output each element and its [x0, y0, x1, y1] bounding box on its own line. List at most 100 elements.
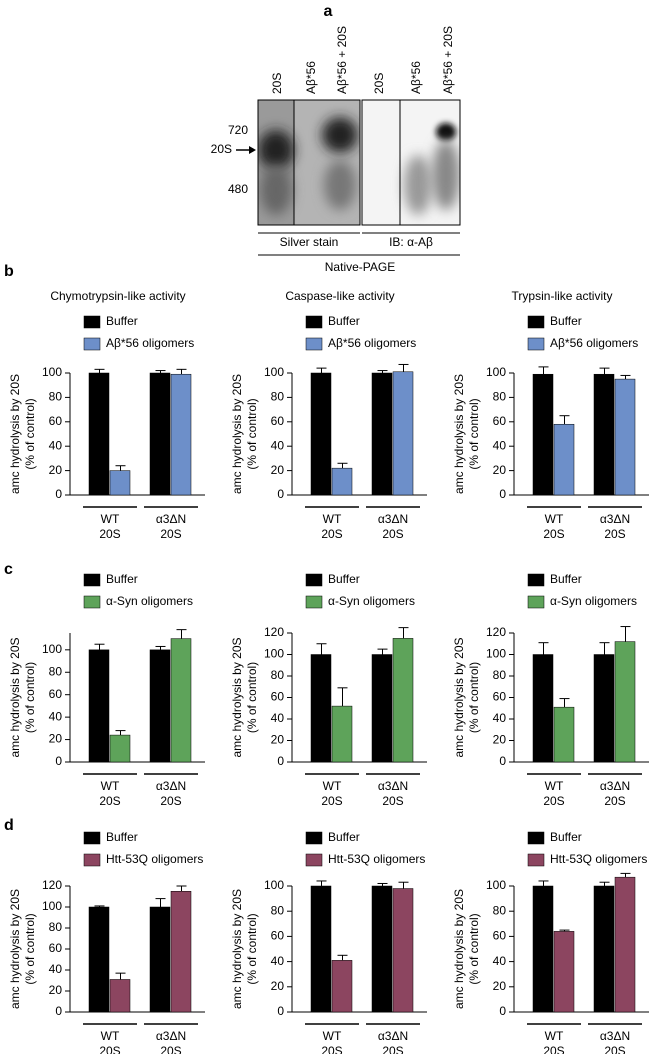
bar	[371, 885, 393, 1013]
legend-label: Buffer	[550, 572, 582, 586]
bar	[553, 931, 575, 1013]
legend-swatch	[305, 595, 323, 609]
y-tick-label: 0	[277, 1004, 284, 1018]
x-tick-label: WT	[101, 1029, 120, 1043]
bar	[109, 979, 131, 1013]
x-tick-label: WT	[545, 1029, 564, 1043]
bar	[109, 470, 131, 496]
y-tick-label: 120	[42, 878, 62, 892]
bar	[331, 467, 353, 496]
y-tick-label: 0	[55, 487, 62, 501]
x-tick-label: 20S	[99, 527, 120, 541]
y-tick-label: 100	[42, 899, 62, 913]
bar	[532, 654, 554, 763]
chart-title: Trypsin-like activity	[512, 289, 613, 303]
x-tick-label: 20S	[382, 1044, 403, 1054]
y-tick-label: 0	[277, 487, 284, 501]
legend-label: Buffer	[106, 314, 138, 328]
y-axis-label: (% of control)	[467, 662, 481, 733]
y-tick-label: 60	[271, 414, 285, 428]
x-tick-label: 20S	[543, 1044, 564, 1054]
bar	[392, 638, 414, 763]
gel-border	[361, 99, 461, 226]
y-tick-label: 40	[493, 954, 507, 968]
bar	[331, 960, 353, 1013]
x-tick-label: 20S	[321, 527, 342, 541]
y-axis-label: amc hydrolysis by 20S	[230, 889, 244, 1009]
y-tick-label: 120	[486, 625, 506, 639]
legend-label: Htt-53Q oligomers	[328, 852, 425, 866]
legend-swatch	[83, 315, 101, 329]
y-tick-label: 40	[49, 962, 63, 976]
bar	[88, 649, 110, 763]
y-tick-label: 40	[271, 711, 285, 725]
y-tick-label: 80	[493, 390, 507, 404]
y-tick-label: 20	[493, 733, 507, 747]
y-axis-label: amc hydrolysis by 20S	[8, 889, 22, 1009]
y-tick-label: 80	[49, 664, 63, 678]
bar	[149, 372, 171, 496]
legend-label: Buffer	[328, 572, 360, 586]
legend-swatch	[83, 831, 101, 845]
y-tick-label: 20	[49, 983, 63, 997]
x-tick-label: α3ΔN	[600, 512, 630, 526]
legend-label: Aβ*56 oligomers	[328, 336, 416, 350]
bar	[614, 378, 636, 496]
legend-swatch	[527, 315, 545, 329]
y-tick-label: 40	[493, 438, 507, 452]
y-tick-label: 80	[493, 668, 507, 682]
x-tick-label: WT	[101, 779, 120, 793]
legend-label: Aβ*56 oligomers	[550, 336, 638, 350]
y-tick-label: 40	[271, 438, 285, 452]
y-axis-label: (% of control)	[23, 398, 37, 469]
bar	[170, 373, 192, 496]
y-tick-label: 20	[271, 463, 285, 477]
x-tick-label: WT	[323, 512, 342, 526]
y-axis-label: amc hydrolysis by 20S	[230, 374, 244, 494]
chart-title: Caspase-like activity	[285, 289, 394, 303]
y-tick-label: 0	[55, 754, 62, 768]
y-axis-label: (% of control)	[467, 398, 481, 469]
x-tick-label: WT	[545, 779, 564, 793]
marker: 720	[228, 123, 248, 137]
x-tick-label: 20S	[604, 1044, 625, 1054]
bar	[310, 885, 332, 1013]
y-tick-label: 80	[271, 668, 285, 682]
bar	[593, 654, 615, 763]
x-tick-label: WT	[545, 512, 564, 526]
y-tick-label: 100	[264, 647, 284, 661]
x-tick-label: α3ΔN	[600, 1029, 630, 1043]
x-tick-label: WT	[101, 512, 120, 526]
legend-label: Buffer	[328, 314, 360, 328]
x-tick-label: α3ΔN	[156, 512, 186, 526]
y-axis-label: amc hydrolysis by 20S	[230, 637, 244, 757]
y-axis-label: (% of control)	[23, 662, 37, 733]
legend-swatch	[305, 337, 323, 351]
lane-label: Aβ*56 + 20S	[335, 26, 349, 94]
legend-label: Buffer	[106, 572, 138, 586]
silver-gel	[258, 100, 360, 225]
bar	[149, 906, 171, 1013]
lane-label: 20S	[270, 73, 284, 94]
y-tick-label: 60	[493, 414, 507, 428]
legend-swatch	[83, 595, 101, 609]
legend-label: Htt-53Q oligomers	[550, 852, 647, 866]
y-tick-label: 80	[49, 390, 63, 404]
y-axis-label: (% of control)	[23, 913, 37, 984]
arrow-label: 20S	[211, 142, 232, 156]
y-axis-label: amc hydrolysis by 20S	[452, 637, 466, 757]
x-tick-label: 20S	[160, 1044, 181, 1054]
y-axis-label: amc hydrolysis by 20S	[452, 889, 466, 1009]
x-tick-label: 20S	[160, 527, 181, 541]
y-tick-label: 60	[493, 929, 507, 943]
footer-label: Native-PAGE	[325, 260, 395, 274]
bar	[532, 373, 554, 496]
y-tick-label: 0	[499, 754, 506, 768]
y-tick-label: 80	[271, 390, 285, 404]
gel-border	[257, 99, 361, 226]
x-tick-label: α3ΔN	[600, 779, 630, 793]
y-axis-label: (% of control)	[467, 913, 481, 984]
legend-label: Buffer	[550, 314, 582, 328]
group-label: Silver stain	[280, 235, 339, 249]
